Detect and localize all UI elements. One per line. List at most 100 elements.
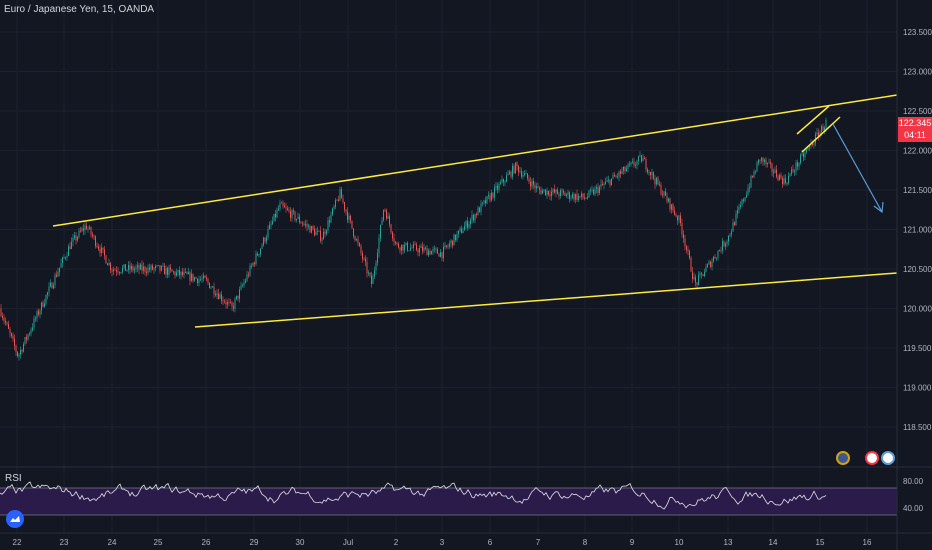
candle-body [566, 194, 567, 196]
candle-body [791, 169, 792, 174]
candle-body [224, 301, 225, 303]
candles [0, 117, 827, 361]
candle-body [734, 222, 735, 226]
channel-lower-trendline[interactable] [194, 272, 898, 328]
candle-body [236, 295, 237, 300]
globe-icon[interactable] [836, 451, 850, 465]
candle-body [633, 161, 635, 166]
candle-body [84, 225, 86, 231]
forecast-arrow-line[interactable] [832, 123, 883, 213]
candle-body [488, 195, 489, 197]
candle-body [492, 192, 494, 198]
candle-body [557, 189, 558, 195]
flag-icon[interactable] [865, 451, 879, 465]
candle-body [564, 192, 566, 196]
candle-body [408, 250, 410, 252]
candle-body [65, 257, 66, 259]
candle-body [219, 294, 221, 299]
candle-body [89, 227, 90, 229]
candle-body [441, 252, 443, 258]
candle-body [354, 236, 356, 241]
candle-body [546, 190, 548, 196]
candle-body [576, 193, 578, 200]
candle-body [624, 166, 626, 172]
candle-body [318, 230, 320, 232]
time-tick-label: 25 [154, 538, 163, 547]
candle-body [35, 318, 36, 320]
candle-body [515, 162, 516, 174]
drawings[interactable] [52, 94, 898, 328]
candle-body [426, 247, 428, 256]
candle-body [137, 265, 138, 268]
candle-body [228, 302, 230, 303]
candle-body [512, 165, 513, 177]
candle-body [132, 266, 134, 271]
candle-body [702, 274, 704, 276]
candle-body [270, 223, 272, 225]
candle-body [722, 241, 723, 251]
candle-body [519, 171, 521, 173]
candle-body [128, 264, 129, 270]
price-tick-label: 119.500 [903, 344, 932, 353]
tradingview-logo-icon[interactable] [6, 510, 24, 528]
candle-body [743, 199, 744, 202]
candle-body [579, 195, 581, 197]
wedge-lower-line[interactable] [801, 116, 841, 153]
candle-body [8, 323, 9, 329]
candle-body [572, 194, 573, 198]
candle-body [246, 274, 248, 281]
wedge-upper-line[interactable] [796, 105, 830, 135]
candle-body [83, 228, 84, 231]
candle-body [180, 271, 182, 276]
price-axis[interactable]: 123.500 123.000 122.500 122.000 121.500 121.0… [903, 28, 932, 432]
flag-icon[interactable] [881, 451, 895, 465]
candle-body [414, 244, 416, 246]
candle-body [293, 210, 294, 212]
channel-upper-trendline[interactable] [52, 94, 898, 227]
candle-body [491, 192, 492, 201]
candle-body [656, 177, 657, 185]
candle-body [21, 350, 23, 352]
candle-body [444, 245, 446, 248]
candle-body [150, 265, 152, 270]
candle-body [185, 271, 186, 273]
candle-body [782, 178, 783, 185]
candle-body [771, 163, 773, 172]
candle-body [432, 249, 434, 252]
candle-body [411, 247, 413, 249]
candle-body [780, 174, 782, 179]
candle-body [399, 247, 401, 251]
candle-body [59, 267, 60, 273]
candle-body [159, 265, 161, 271]
candle-body [281, 202, 282, 204]
candle-body [387, 216, 389, 219]
candle-body [596, 187, 597, 189]
candle-body [528, 178, 530, 182]
candle-body [645, 159, 647, 170]
candle-body [233, 306, 234, 309]
rsi-axis[interactable]: 80.00 40.00 [903, 477, 924, 513]
rsi-pane[interactable] [0, 481, 897, 516]
candle-body [386, 210, 387, 219]
candle-body [756, 162, 758, 172]
candle-body [437, 249, 438, 254]
candle-body [644, 158, 645, 160]
candle-body [51, 282, 53, 289]
candle-body [201, 278, 203, 280]
grid [0, 0, 897, 533]
candle-body [749, 187, 750, 189]
candle-body [378, 238, 380, 254]
candle-body [267, 229, 269, 238]
candle-body [588, 190, 590, 197]
candle-body [761, 157, 762, 161]
candle-body [383, 209, 384, 221]
candle-body [668, 198, 669, 202]
candle-body [261, 245, 263, 249]
candle-body [384, 209, 386, 211]
time-axis[interactable]: 22 23 24 25 26 29 30 Jul 2 3 6 7 8 9 10 13 14 15 16 [13, 538, 872, 547]
candle-body [561, 190, 563, 192]
candle-body [66, 255, 68, 258]
candle-body [284, 205, 285, 208]
candle-body [348, 215, 350, 220]
